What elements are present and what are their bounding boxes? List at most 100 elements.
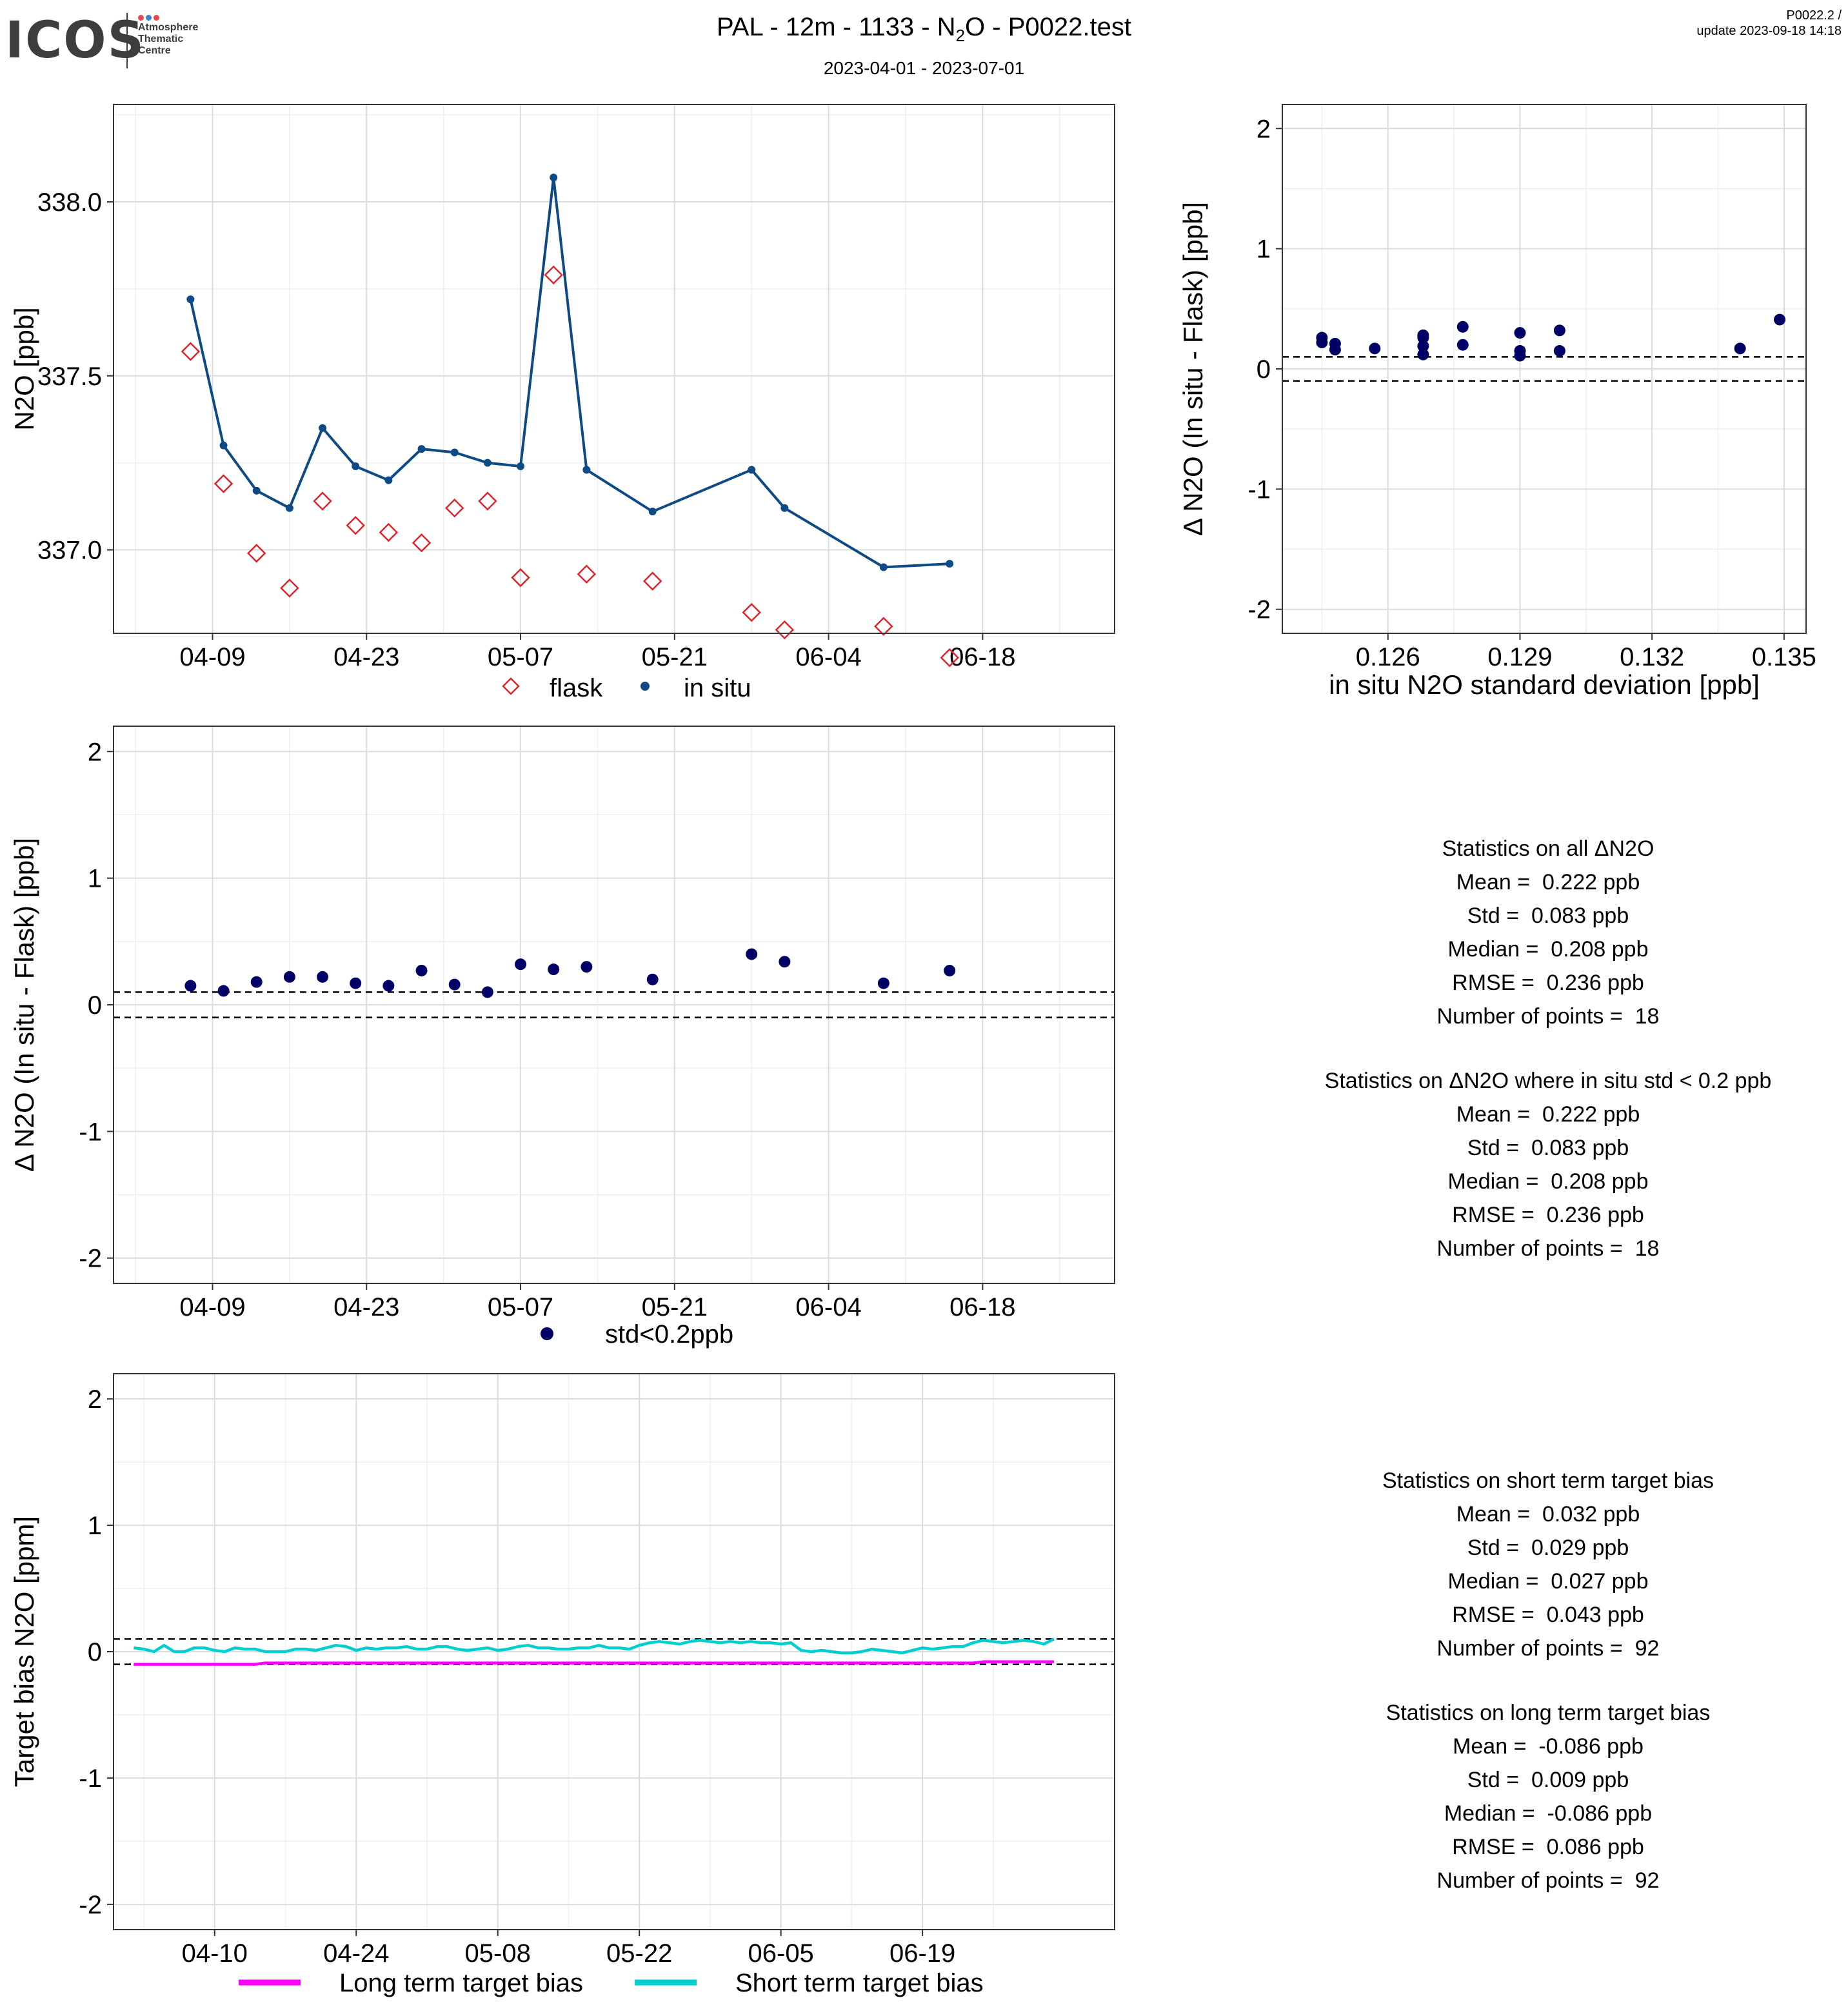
x-tick-label: 06-04 [795,643,861,671]
delta-point [1417,340,1429,352]
stats-line: Std = 0.029 ppb [1467,1536,1629,1560]
stats-line: Mean = 0.032 ppb [1456,1502,1640,1527]
stats-line: Number of points = 18 [1436,1004,1660,1029]
date-range: 2023-04-01 - 2023-07-01 [823,58,1025,78]
x-tick-label: 05-07 [488,643,553,671]
timeseries-panel: 337.0 337.5 338.0 04-09 04-23 05-07 05-21 06-04… [9,104,1115,702]
logo-line: Atmosphere [138,22,199,33]
flask-point [577,564,597,584]
logo-line: Thematic [138,34,184,44]
stats-line: RMSE = 0.086 ppb [1452,1835,1644,1859]
flask-point [313,491,332,511]
legend-label: Long term target bias [339,1969,583,1997]
flask-point [346,515,365,535]
delta-point [1316,337,1328,348]
x-tick-label: 04-09 [179,643,245,671]
stats-line: Std = 0.083 ppb [1467,1136,1629,1160]
delta-point [1417,348,1429,361]
delta-point [1514,350,1526,362]
stats-line: Median = 0.208 ppb [1447,937,1649,962]
logo-dots-icon [138,13,161,23]
delta-point [1774,313,1786,326]
target-bias-border [113,1373,1115,1930]
logo-caption: Atmosphere Thematic Centre [138,22,198,57]
x-tick-label: 0.132 [1620,643,1684,671]
flask-point [511,568,530,588]
y-tick-label: 1 [88,865,102,893]
delta-point [1329,344,1341,356]
delta-point [746,948,758,960]
legend-label: Short term target bias [735,1969,984,1997]
y-tick-label: -1 [79,1118,102,1146]
flask-point [246,544,266,563]
delta-point [944,964,956,976]
delta-point [1456,321,1469,333]
flask-point [379,522,399,542]
x-tick-label: 06-18 [949,643,1015,671]
legend-label: std<0.2ppb [605,1320,733,1349]
logo-word: ICOS [5,12,145,70]
stats-line: Statistics on ΔN2O where in situ std < 0… [1324,1069,1772,1093]
x-tick-label: 04-09 [179,1293,245,1321]
delta-timeseries-panel: -2 -1 0 1 2 04-09 04-23 05-07 05-21 06-04 06-18 Δ N… [9,726,1115,1349]
stats-line: Std = 0.083 ppb [1467,904,1629,928]
stats-delta-all: Statistics on all ΔN2O Mean = 0.222 ppb … [1258,832,1838,1033]
y-axis-label: Target bias N2O [ppm] [9,1516,39,1787]
x-tick-label: 0.135 [1752,643,1816,671]
x-tick-label: 06-19 [889,1939,955,1968]
delta-point [1734,342,1746,355]
logo-divider [126,13,128,68]
stats-line: RMSE = 0.236 ppb [1452,1203,1644,1227]
x-tick-label: 06-18 [949,1293,1015,1321]
stats-line: Median = 0.027 ppb [1447,1569,1649,1594]
insitu-point [946,560,954,568]
y-tick-label: 0 [1257,355,1271,384]
stats-line: Statistics on long term target bias [1386,1701,1711,1725]
delta-point [415,964,428,976]
x-tick-label: 05-07 [488,1293,553,1321]
flask-point [444,499,464,518]
delta-point [515,958,527,971]
x-tick-label: 04-23 [333,643,399,671]
delta-point [184,980,197,992]
delta-point [283,971,295,983]
insitu-point [483,459,492,467]
delta-point [481,986,493,998]
update-label: update 2023-09-18 14:18 [1696,24,1842,38]
flask-point [940,648,959,667]
title-subscript: 2 [955,26,966,45]
legend-flask-icon [502,677,520,695]
stats-line: Median = 0.208 ppb [1447,1169,1649,1194]
icos-logo: ICOS Atmosphere Thematic Centre [5,9,212,70]
flask-point [280,578,299,598]
delta-vs-std-panel: -2 -1 0 1 2 0.126 0.129 0.132 0.135 Δ N2O (In sit… [1178,104,1816,700]
timeseries-plot-area [114,104,1115,633]
y-tick-label: 2 [88,1385,102,1414]
insitu-point [319,424,327,432]
x-tick-label: 06-04 [795,1293,861,1321]
legend-label: flask [550,674,603,702]
x-tick-label: 05-22 [606,1939,672,1968]
y-axis-label: N2O [ppb] [9,307,39,430]
insitu-point [582,466,591,474]
insitu-point [417,445,426,453]
y-tick-label: 337.0 [37,537,102,565]
insitu-point [384,476,393,484]
timeseries-border [113,104,1115,634]
stats-line: Std = 0.009 ppb [1467,1768,1629,1792]
insitu-point [550,173,558,182]
x-tick-label: 06-05 [748,1939,814,1968]
delta-point [877,977,889,989]
delta-point [581,961,593,973]
flask-point [214,474,233,493]
flask-point [742,602,761,622]
long-term-bias-line [134,1660,1054,1666]
delta-point [217,985,230,997]
target-bias-panel: -2 -1 0 1 2 04-10 04-24 05-08 05-22 06-05 06-19 Tar… [9,1373,1115,1997]
x-tick-label: 04-23 [333,1293,399,1321]
logo-line: Centre [138,45,171,56]
delta-point [646,973,659,985]
delta-point [1553,345,1565,357]
y-tick-label: -2 [79,1891,102,1919]
y-tick-label: 0 [88,991,102,1020]
